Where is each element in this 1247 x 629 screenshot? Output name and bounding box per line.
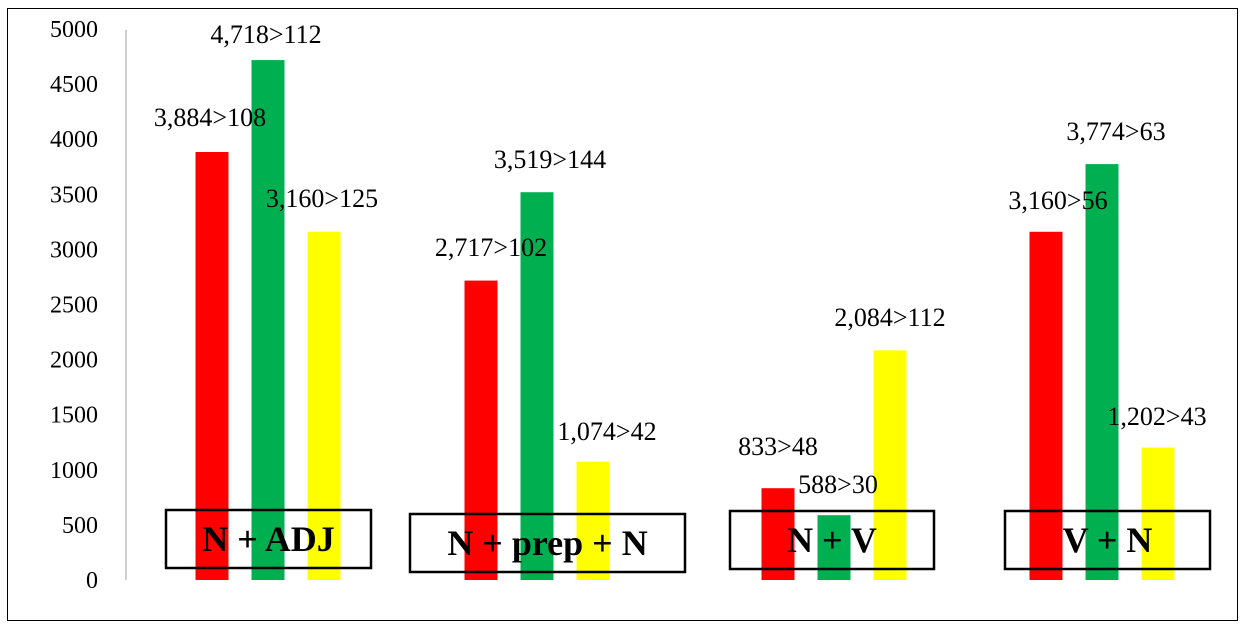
y-tick-label: 5000 (50, 17, 98, 43)
data-label: 3,519>144 (494, 145, 606, 174)
bar-1-0 (464, 280, 498, 580)
data-label: 588>30 (798, 470, 878, 499)
bar-2-2 (873, 350, 907, 580)
y-tick-label: 0 (86, 568, 98, 594)
y-tick-label: 500 (62, 513, 98, 539)
data-label: 1,202>43 (1107, 402, 1206, 431)
y-tick-label: 1000 (50, 458, 98, 484)
y-tick-label: 4000 (50, 127, 98, 153)
data-label: 3,160>125 (266, 184, 378, 213)
category-box (164, 508, 373, 570)
bar-3-0 (1029, 231, 1063, 580)
data-labels: 3,884>108 4,718>112 3,160>125 2,717>102 3,51… (154, 20, 1207, 499)
bar-0-0 (195, 151, 229, 580)
category-label: N + ADJ (202, 519, 335, 559)
bar-2-0 (761, 488, 795, 580)
y-tick-label: 3500 (50, 182, 98, 208)
category-label-boxes: N + ADJ N + prep + N N + V V + N (164, 508, 1212, 574)
data-label: 4,718>112 (210, 20, 321, 49)
bar-1-2 (576, 461, 610, 580)
category-box (1003, 509, 1212, 571)
bar-3-2 (1141, 447, 1175, 580)
bar-3-1 (1085, 164, 1119, 580)
y-axis-ticks: 0 500 1000 1500 2000 2500 3000 3500 4000 4500 5000 (50, 17, 98, 594)
y-tick-label: 3000 (50, 237, 98, 263)
category-label: V + N (1063, 520, 1153, 560)
bar-0-1 (251, 60, 285, 580)
data-label: 3,884>108 (154, 103, 266, 132)
bars (195, 60, 1175, 580)
data-label: 3,774>63 (1066, 117, 1165, 146)
data-label: 3,160>56 (1008, 186, 1107, 215)
y-tick-label: 1500 (50, 403, 98, 429)
y-tick-label: 2000 (50, 348, 98, 374)
category-label: N + V (787, 520, 877, 560)
y-tick-label: 2500 (50, 293, 98, 319)
y-tick-label: 4500 (50, 72, 98, 98)
bar-1-1 (520, 192, 554, 580)
data-label: 833>48 (738, 432, 818, 461)
data-label: 2,084>112 (834, 303, 945, 332)
bar-0-2 (307, 231, 341, 580)
category-box (728, 509, 936, 571)
category-label: N + prep + N (447, 523, 647, 563)
data-label: 2,717>102 (435, 233, 547, 262)
data-label: 1,074>42 (557, 417, 656, 446)
category-box (408, 512, 687, 574)
